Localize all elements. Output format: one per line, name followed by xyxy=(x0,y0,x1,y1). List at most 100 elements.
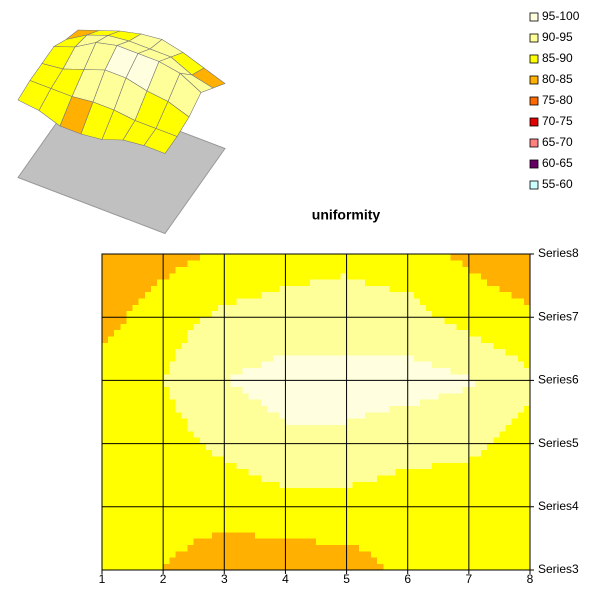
contour-cell xyxy=(334,291,341,299)
contour-cell xyxy=(138,336,146,343)
contour-cell xyxy=(267,405,274,413)
contour-cell xyxy=(193,254,201,261)
contour-cell xyxy=(505,399,512,406)
contour-cell xyxy=(468,266,476,274)
contour-cell xyxy=(114,538,121,546)
contour-cell xyxy=(328,557,335,564)
contour-cell xyxy=(303,342,311,350)
contour-cell xyxy=(481,538,488,546)
contour-cell xyxy=(132,462,139,470)
contour-cell xyxy=(157,462,164,470)
contour-cell xyxy=(108,348,115,356)
contour-cell xyxy=(199,254,207,261)
legend-label: 95-100 xyxy=(542,9,580,23)
contour-cell xyxy=(426,342,433,350)
contour-cell xyxy=(132,437,139,444)
contour-cell xyxy=(383,298,390,305)
contour-cell xyxy=(163,393,170,400)
contour-cell xyxy=(120,412,127,419)
contour-cell xyxy=(456,374,464,381)
contour-cell xyxy=(230,348,237,356)
contour-cell xyxy=(462,367,470,375)
contour-cell xyxy=(487,443,494,451)
contour-cell xyxy=(242,481,250,489)
contour-cell xyxy=(303,519,311,527)
contour-cell xyxy=(364,563,372,571)
contour-cell xyxy=(517,437,525,444)
contour-cell xyxy=(383,544,390,552)
contour-cell xyxy=(157,367,164,375)
contour-cell xyxy=(426,500,433,508)
contour-cell xyxy=(487,260,494,267)
contour-cell xyxy=(150,500,158,508)
contour-cell xyxy=(291,430,298,438)
contour-cell xyxy=(438,544,445,552)
contour-cell xyxy=(157,525,164,533)
contour-cell xyxy=(218,443,225,451)
contour-cell xyxy=(493,456,500,463)
contour-cell xyxy=(511,355,519,362)
contour-cell xyxy=(126,266,133,274)
contour-cell xyxy=(358,443,366,451)
contour-cell xyxy=(352,272,360,280)
contour-cell xyxy=(205,538,213,546)
contour-cell xyxy=(193,468,201,476)
contour-cell xyxy=(150,443,158,451)
contour-cell xyxy=(346,279,353,286)
contour-cell xyxy=(517,418,525,425)
contour-cell xyxy=(260,538,268,546)
contour-cell xyxy=(267,272,274,280)
contour-cell xyxy=(254,557,262,564)
contour-cell xyxy=(468,386,476,394)
contour-cell xyxy=(157,254,164,261)
contour-cell xyxy=(230,538,237,546)
contour-cell xyxy=(316,317,323,324)
contour-cell xyxy=(456,279,464,286)
contour-cell xyxy=(224,374,231,381)
contour-cell xyxy=(401,412,409,419)
contour-cell xyxy=(309,494,317,501)
contour-cell xyxy=(413,468,421,476)
contour-cell xyxy=(187,374,195,381)
contour-cell xyxy=(413,538,421,546)
contour-cell xyxy=(407,254,415,261)
contour-cell xyxy=(108,500,115,508)
contour-cell xyxy=(169,361,176,369)
contour-cell xyxy=(377,279,384,286)
contour-cell xyxy=(205,291,213,299)
contour-cell xyxy=(487,525,494,533)
contour-cell xyxy=(279,525,286,533)
contour-cell xyxy=(517,449,525,457)
contour-cell xyxy=(120,481,127,489)
contour-cell xyxy=(144,437,152,444)
contour-cell xyxy=(150,405,158,413)
contour-cell xyxy=(426,254,433,261)
contour-cell xyxy=(199,506,207,514)
contour-cell xyxy=(218,285,225,293)
contour-cell xyxy=(114,544,121,552)
contour-cell xyxy=(474,475,482,482)
contour-cell xyxy=(432,525,439,533)
contour-cell xyxy=(205,475,213,482)
contour-cell xyxy=(364,551,372,558)
contour-cell xyxy=(432,449,439,457)
contour-cell xyxy=(242,475,250,482)
contour-cell xyxy=(450,298,457,305)
contour-cell xyxy=(383,254,390,261)
contour-cell xyxy=(407,323,415,331)
contour-cell xyxy=(346,285,353,293)
contour-cell xyxy=(481,563,488,571)
contour-cell xyxy=(138,393,146,400)
contour-cell xyxy=(450,418,457,425)
contour-cell xyxy=(371,298,378,305)
contour-cell xyxy=(169,310,176,318)
contour-cell xyxy=(297,456,305,463)
contour-cell xyxy=(138,424,146,432)
contour-cell xyxy=(150,260,158,267)
contour-cell xyxy=(328,386,335,394)
contour-cell xyxy=(218,468,225,476)
contour-cell xyxy=(273,513,280,520)
contour-cell xyxy=(150,317,158,324)
contour-cell xyxy=(364,525,372,533)
contour-cell xyxy=(456,266,464,274)
